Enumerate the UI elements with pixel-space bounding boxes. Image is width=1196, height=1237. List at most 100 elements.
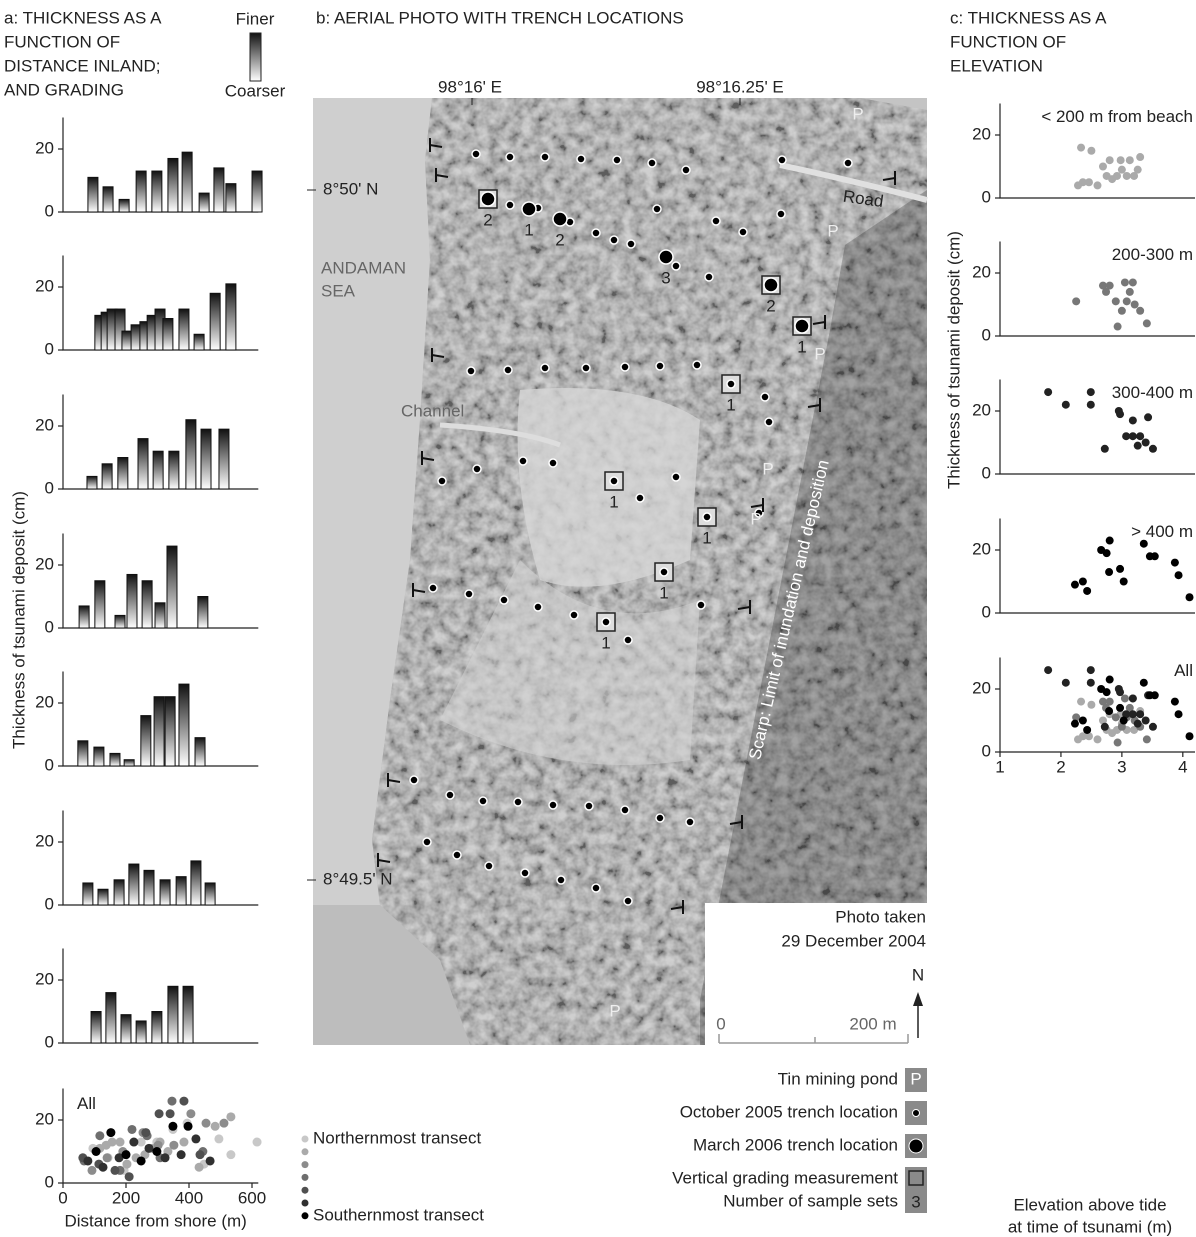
sea-label: SEA xyxy=(321,281,356,300)
point xyxy=(1077,144,1085,152)
bar xyxy=(165,697,175,766)
point xyxy=(141,1128,150,1137)
y-tick-label: 0 xyxy=(982,463,991,482)
legend-label: Number of sample sets xyxy=(723,1191,898,1210)
point xyxy=(1062,401,1070,409)
point xyxy=(1087,401,1095,409)
trench-mar-2006 xyxy=(553,212,567,226)
bar xyxy=(141,716,151,766)
point xyxy=(1129,710,1137,718)
trench-oct-2005 xyxy=(519,457,527,465)
point xyxy=(1102,288,1110,296)
point xyxy=(110,1166,119,1175)
point xyxy=(211,1122,220,1131)
point xyxy=(92,1147,101,1156)
point xyxy=(1144,413,1152,421)
sample-sets: 1 xyxy=(726,395,735,414)
pond-label: P xyxy=(762,459,773,478)
trench-oct-2005 xyxy=(739,228,747,236)
scale-label: 200 m xyxy=(849,1014,896,1033)
point xyxy=(214,1134,223,1143)
legend-dot xyxy=(302,1212,309,1219)
photo-note: 29 December 2004 xyxy=(781,931,926,950)
y-tick-label: 0 xyxy=(45,1032,54,1051)
bar xyxy=(179,309,189,350)
bar xyxy=(183,986,193,1043)
bar xyxy=(79,606,89,628)
point xyxy=(1074,735,1082,743)
y-tick-label: 0 xyxy=(982,325,991,344)
point xyxy=(167,1097,176,1106)
point xyxy=(1123,172,1131,180)
point xyxy=(106,1128,115,1137)
point xyxy=(1044,666,1052,674)
point xyxy=(202,1119,211,1128)
point xyxy=(1106,676,1114,684)
point xyxy=(152,1147,161,1156)
point xyxy=(161,1153,170,1162)
point xyxy=(1136,307,1144,315)
trench-oct-2005 xyxy=(693,361,701,369)
point xyxy=(129,1138,138,1147)
trench-oct-2005 xyxy=(438,477,446,485)
point xyxy=(1108,175,1116,183)
trench-oct-2005 xyxy=(465,590,473,598)
bar xyxy=(167,546,177,628)
bar xyxy=(186,420,196,489)
bar xyxy=(98,889,108,905)
bar xyxy=(121,1015,131,1043)
point xyxy=(1142,439,1150,447)
trench-oct-2005 xyxy=(672,473,680,481)
point xyxy=(1171,559,1179,567)
bar xyxy=(88,177,98,212)
point xyxy=(122,1150,131,1159)
point xyxy=(125,1172,134,1181)
legend-icon-text: P xyxy=(910,1069,921,1088)
trench-mar-2006 xyxy=(795,319,809,333)
point xyxy=(1106,537,1114,545)
point xyxy=(1116,565,1124,573)
trench-oct-2005 xyxy=(621,806,629,814)
legend-label: Southernmost transect xyxy=(313,1205,484,1224)
point xyxy=(253,1138,262,1147)
y-tick-label: 20 xyxy=(972,678,991,697)
title-line: AND GRADING xyxy=(4,80,124,99)
bar xyxy=(124,760,134,766)
pond-label: P xyxy=(827,221,838,240)
point xyxy=(1118,307,1126,315)
point xyxy=(219,1119,228,1128)
point xyxy=(1087,666,1095,674)
y-tick-label: 0 xyxy=(982,741,991,760)
trench-oct-2005 xyxy=(648,159,656,167)
trench-oct-2005 xyxy=(844,159,852,167)
lat-label: 8°49.5' N xyxy=(323,869,393,888)
point xyxy=(1071,581,1079,589)
lat-label: 8°50' N xyxy=(323,179,378,198)
panel-label: 300-400 m xyxy=(1112,383,1193,402)
trench-oct-2005 xyxy=(514,798,522,806)
trench-oct-2005 xyxy=(610,477,618,485)
point xyxy=(1103,688,1111,696)
point xyxy=(1087,701,1095,709)
trench-oct-2005 xyxy=(423,838,431,846)
trench-mar-2006 xyxy=(522,202,536,216)
point xyxy=(1175,571,1183,579)
point xyxy=(1120,717,1128,725)
point xyxy=(1112,713,1120,721)
y-tick-label: 20 xyxy=(972,400,991,419)
y-tick-label: 20 xyxy=(972,124,991,143)
legend-dot xyxy=(302,1187,309,1194)
bar xyxy=(169,451,179,489)
trench-oct-2005 xyxy=(660,568,668,576)
point xyxy=(1151,552,1159,560)
point xyxy=(1151,691,1159,699)
coarser-label: Coarser xyxy=(225,81,286,100)
point xyxy=(1129,694,1137,702)
trench-oct-2005 xyxy=(602,618,610,626)
legend-icon-text: 3 xyxy=(911,1192,920,1211)
point xyxy=(1118,166,1126,174)
bar xyxy=(226,284,236,350)
trench-oct-2005 xyxy=(446,791,454,799)
channel-label: Channel xyxy=(401,401,464,420)
title-line: ELEVATION xyxy=(950,56,1043,75)
